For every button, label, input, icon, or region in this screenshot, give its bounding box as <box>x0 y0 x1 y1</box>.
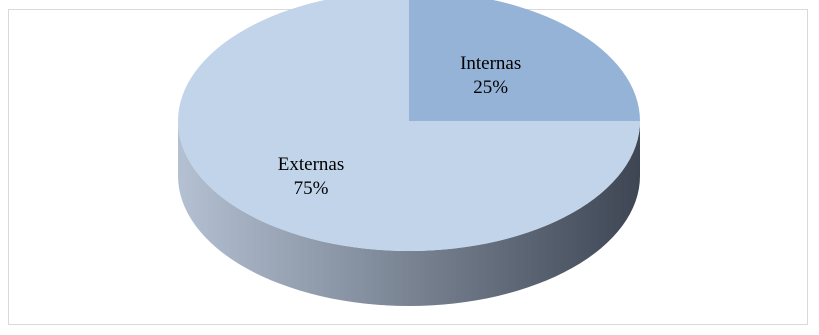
pie-slice-externas <box>178 0 640 251</box>
data-label-externas-name: Externas <box>278 154 344 175</box>
data-label-externas-value: 75% <box>294 178 329 199</box>
pie-slice-internas <box>409 0 640 121</box>
pie-side-wall <box>178 121 640 306</box>
data-label-internas-value: 25% <box>473 77 508 98</box>
data-label-internas-name: Internas <box>460 53 521 74</box>
